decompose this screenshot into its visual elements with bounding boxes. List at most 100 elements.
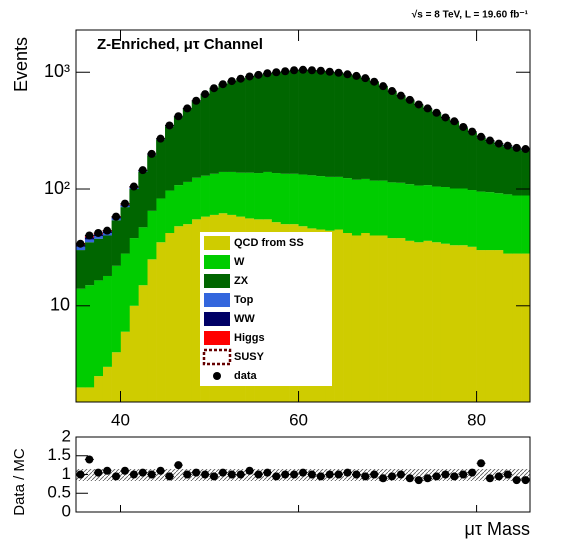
stack-bar xyxy=(432,242,442,402)
data-point xyxy=(494,139,503,148)
stack-bar xyxy=(84,285,95,388)
stack-bar xyxy=(280,173,290,225)
stack-bar xyxy=(378,235,388,402)
ratio-y-tick-label: 0 xyxy=(62,501,71,520)
stack-bar xyxy=(165,233,175,402)
stack-bar xyxy=(387,91,397,183)
ratio-y-tick-label: 1 xyxy=(62,464,71,483)
stack-bar xyxy=(423,185,433,241)
stack-bar xyxy=(298,174,308,227)
stack-bar xyxy=(245,76,255,173)
y-tick-label: 10² xyxy=(44,178,70,198)
stack-bar xyxy=(485,141,495,193)
stack-bar xyxy=(200,175,210,217)
y-axis-label: Events xyxy=(11,37,31,92)
data-point xyxy=(129,182,138,191)
stack-bar xyxy=(405,240,415,402)
data-point xyxy=(76,239,85,248)
ratio-point xyxy=(352,470,361,479)
data-point xyxy=(352,71,361,80)
data-point xyxy=(147,149,156,158)
stack-bar xyxy=(494,193,504,251)
stack-bar xyxy=(156,139,166,199)
data-point xyxy=(414,100,423,109)
stack-bar xyxy=(102,366,112,402)
stack-bar xyxy=(414,104,424,186)
stack-bar xyxy=(414,185,424,243)
ratio-point xyxy=(414,476,423,485)
ratio-point xyxy=(450,472,459,481)
legend-label: data xyxy=(234,370,258,382)
ratio-frame xyxy=(75,436,531,513)
ratio-point xyxy=(120,466,129,475)
x-axis-label: μτ Mass xyxy=(465,519,531,539)
stack-bar xyxy=(396,182,406,239)
stack-bar xyxy=(476,191,486,251)
stack-bar xyxy=(120,207,130,254)
stack-bar xyxy=(432,113,442,187)
stack-bar xyxy=(334,229,344,402)
data-point xyxy=(307,66,316,75)
data-point xyxy=(254,70,263,79)
legend-marker xyxy=(213,372,221,380)
legend-label: WW xyxy=(234,313,255,325)
stack-bar xyxy=(182,224,193,402)
ratio-plot xyxy=(76,455,530,485)
stack-bar xyxy=(494,144,504,194)
stack-bar xyxy=(84,387,95,402)
stack-bar xyxy=(414,242,424,402)
data-point xyxy=(361,74,370,83)
stack-bar xyxy=(138,227,148,286)
legend-swatch xyxy=(204,236,230,250)
x-tick-label: 40 xyxy=(111,410,130,429)
stack-bar xyxy=(351,235,362,402)
stack-bar xyxy=(458,245,468,402)
ratio-point xyxy=(103,466,112,475)
data-point xyxy=(263,69,272,78)
stack-bar xyxy=(440,187,451,244)
ratio-point xyxy=(459,470,468,479)
stack-bar xyxy=(102,235,112,276)
stack-bar xyxy=(262,73,273,172)
ratio-point xyxy=(209,472,218,481)
legend-swatch xyxy=(204,274,230,288)
ratio-point xyxy=(156,466,165,475)
data-point xyxy=(396,91,405,100)
ratio-point xyxy=(263,468,272,477)
data-point xyxy=(174,112,183,121)
ratio-point xyxy=(477,459,486,468)
ratio-point xyxy=(343,468,352,477)
stack-bar xyxy=(360,78,371,179)
legend-label: W xyxy=(234,256,245,268)
ratio-point xyxy=(227,470,236,479)
stack-bar xyxy=(316,70,326,177)
stack-bar xyxy=(173,226,184,402)
stack-bar xyxy=(449,121,460,189)
data-point xyxy=(485,136,494,145)
stack-bar xyxy=(476,250,486,402)
data-point xyxy=(290,66,299,75)
ratio-point xyxy=(85,455,94,464)
ratio-point xyxy=(432,472,441,481)
ratio-point xyxy=(370,470,379,479)
stack-bar xyxy=(512,195,522,254)
stack-bar xyxy=(111,220,121,266)
ratio-point xyxy=(396,470,405,479)
stack-bar xyxy=(512,253,522,402)
stack-bar xyxy=(76,246,86,251)
ratio-point xyxy=(236,470,245,479)
stack-bar xyxy=(156,198,166,243)
stack-bar xyxy=(191,177,201,220)
stack-bar xyxy=(165,126,175,191)
ratio-point xyxy=(468,468,477,477)
ratio-point xyxy=(485,474,494,483)
x-tick-label: 80 xyxy=(467,410,486,429)
stack-bar xyxy=(138,285,148,402)
stack-bar xyxy=(369,235,379,402)
ratio-y-tick-label: 2 xyxy=(62,426,71,445)
ratio-point xyxy=(183,470,192,479)
ratio-point xyxy=(299,468,307,477)
stack-bar xyxy=(76,288,86,388)
ratio-point xyxy=(361,472,370,481)
